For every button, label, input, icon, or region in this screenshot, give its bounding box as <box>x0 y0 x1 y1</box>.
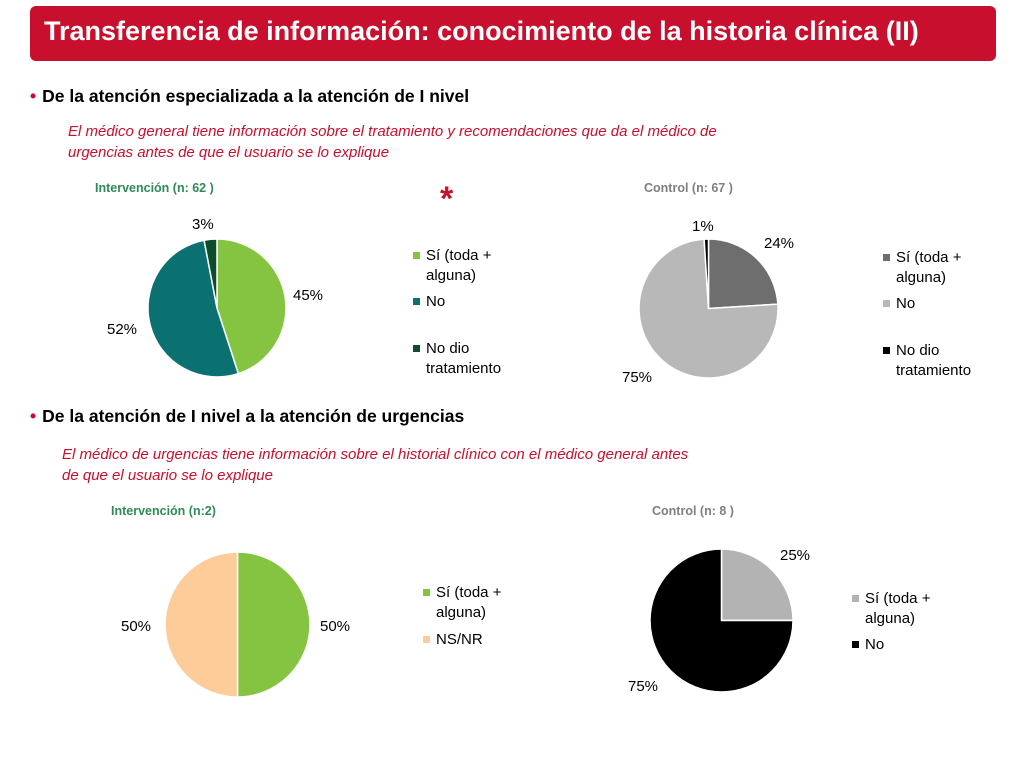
chart1-legend-swatch <box>413 252 420 259</box>
chart3-legend-swatch <box>423 589 430 596</box>
chart1-label-yes: 45% <box>293 287 324 304</box>
chart1-legend-swatch <box>413 345 420 352</box>
chart2-legend-notreat: No dio tratamiento <box>883 341 1013 381</box>
pie-slice-1-2 <box>147 239 240 378</box>
bullet-marker: • <box>30 86 37 106</box>
chart4-legend-swatch <box>852 641 859 648</box>
chart3-legend-label: Sí (toda + alguna) <box>436 584 502 621</box>
chart4-label-yes: 25% <box>780 547 811 564</box>
chart1-pie <box>147 238 287 378</box>
chart3-label-nsnr: 50% <box>121 618 152 635</box>
chart4-legend-swatch <box>852 595 859 602</box>
chart4-pie <box>649 548 794 693</box>
pie-slice-2-1 <box>707 238 779 310</box>
chart1-legend-label: No dio tratamiento <box>426 340 502 377</box>
pie-slice-1-1 <box>216 238 287 375</box>
chart4-legend-yes: Sí (toda + alguna) <box>852 589 982 629</box>
pie-slice-1-3 <box>203 238 218 309</box>
chart2-label-yes: 24% <box>764 235 795 252</box>
pie-slice-4-2 <box>649 548 794 693</box>
section1-heading-text: De la atención especializada a la atenci… <box>42 86 470 106</box>
chart3-legend-label: NS/NR <box>436 631 483 648</box>
section2-description: El médico de urgencias tiene información… <box>62 446 689 484</box>
chart4-label-no: 75% <box>628 678 659 695</box>
chart1-label-notreat: 3% <box>192 216 214 233</box>
chart2-pie <box>638 238 779 379</box>
chart2-legend-label: Sí (toda + alguna) <box>896 249 962 286</box>
chart1-legend-swatch <box>413 298 420 305</box>
pie-slice-3-1 <box>236 551 311 698</box>
chart2-legend-swatch <box>883 347 890 354</box>
title-bar <box>30 6 996 61</box>
chart2-legend-no: No <box>883 294 1013 314</box>
pie-slice-2-2 <box>638 238 779 379</box>
section2-heading: • De la atención de I nivel a la atención… <box>30 406 464 427</box>
chart1-label-no: 52% <box>107 321 138 338</box>
chart4-legend-label: Sí (toda + alguna) <box>865 590 931 627</box>
chart3-legend-nsnr: NS/NR <box>423 630 553 650</box>
chart4-legend-label: No <box>865 636 885 653</box>
chart3-legend-swatch <box>423 636 430 643</box>
chart4-title: Control (n: 8 ) <box>652 504 734 518</box>
chart1-legend-label: Sí (toda + alguna) <box>426 247 492 284</box>
chart1-title: Intervención (n: 62 ) <box>95 181 214 195</box>
pie-slice-3-2 <box>164 551 239 698</box>
chart1-legend-notreat: No dio tratamiento <box>413 339 543 379</box>
significance-asterisk: * <box>440 180 454 218</box>
section1-description: El médico general tiene información sobr… <box>68 123 717 161</box>
section1-heading: • De la atención especializada a la atenc… <box>30 86 469 107</box>
chart2-legend-yes: Sí (toda + alguna) <box>883 248 1013 288</box>
pie-slice-2-3 <box>703 238 710 309</box>
chart2-legend-swatch <box>883 300 890 307</box>
chart1-legend-label: No <box>426 293 446 310</box>
slide-title: Transferencia de información: conocimien… <box>44 16 919 46</box>
pie-slice-4-1 <box>720 548 794 622</box>
bullet-marker: • <box>30 406 37 426</box>
chart1-legend-yes: Sí (toda + alguna) <box>413 246 543 286</box>
chart2-legend-swatch <box>883 254 890 261</box>
section2-heading-text: De la atención de I nivel a la atención … <box>42 406 465 426</box>
chart2-title: Control (n: 67 ) <box>644 181 733 195</box>
chart1-legend-no: No <box>413 292 543 312</box>
chart4-legend-no: No <box>852 635 982 655</box>
chart3-label-yes: 50% <box>320 618 351 635</box>
chart2-label-notreat: 1% <box>692 218 714 235</box>
chart2-legend-label: No dio tratamiento <box>896 342 972 379</box>
chart2-label-no: 75% <box>622 369 653 386</box>
chart3-title: Intervención (n:2) <box>111 504 216 518</box>
chart2-legend-label: No <box>896 295 916 312</box>
chart3-pie <box>164 551 311 698</box>
chart3-legend-yes: Sí (toda + alguna) <box>423 583 553 623</box>
